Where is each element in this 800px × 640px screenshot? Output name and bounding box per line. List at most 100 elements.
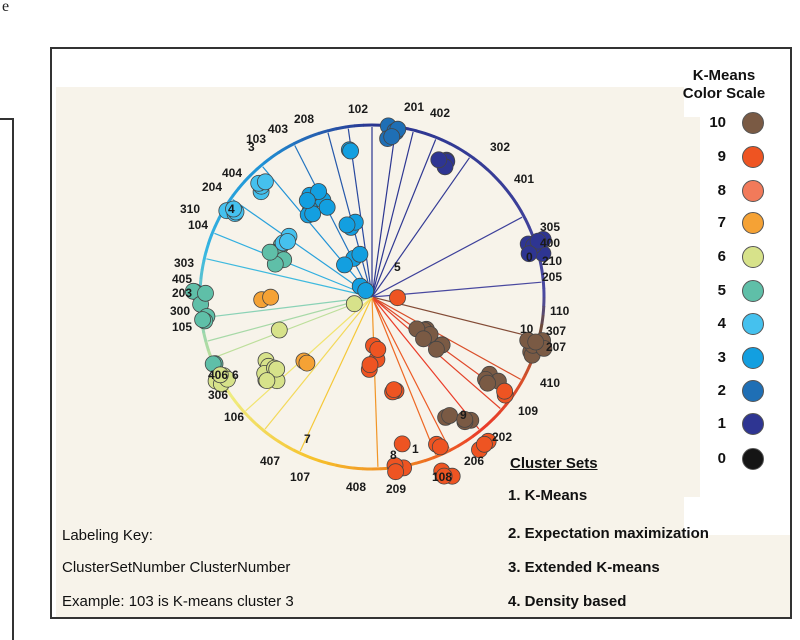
circle-rim-segment (480, 163, 487, 169)
cluster-label: 204 (202, 180, 222, 194)
circle-rim-segment (516, 203, 521, 211)
cluster-label: 407 (260, 454, 280, 468)
cluster-label: 403 (268, 122, 288, 136)
cluster-spoke (372, 297, 449, 449)
cluster-node (390, 290, 406, 306)
cluster-node (352, 246, 368, 262)
circle-rim-segment (211, 227, 215, 236)
cluster-node (257, 174, 273, 190)
circle-rim-segment (204, 332, 206, 341)
color-scale-swatch (742, 413, 764, 435)
cluster-label: 203 (172, 286, 192, 300)
cluster-label: 104 (188, 218, 208, 232)
circle-rim-segment (493, 412, 500, 419)
cluster-node (416, 331, 432, 347)
cluster-label: 110 (550, 304, 570, 318)
circle-rim-segment (521, 211, 526, 219)
cluster-label: 10 (520, 322, 534, 336)
color-scale-entry: 7 (692, 211, 782, 235)
cluster-label: 202 (492, 430, 512, 444)
color-scale-entry: 9 (692, 145, 782, 169)
color-scale-value: 0 (692, 447, 726, 471)
cluster-node (384, 129, 400, 145)
cluster-node (476, 436, 492, 452)
circle-rim-segment (480, 425, 487, 431)
cluster-label: 406 (208, 368, 228, 382)
circle-rim-segment (286, 144, 294, 149)
circle-rim-segment (543, 306, 544, 316)
circle-rim-segment (264, 158, 272, 164)
circle-rim-segment (233, 188, 239, 196)
cluster-spoke (372, 297, 378, 467)
circle-rim-segment (499, 405, 505, 412)
cluster-node (528, 334, 544, 350)
circle-rim-segment (271, 152, 279, 157)
color-scale-entry: 6 (692, 245, 782, 269)
cluster-node (195, 312, 211, 328)
circle-rim-segment (286, 446, 294, 451)
cluster-node (337, 257, 353, 273)
cluster-node (271, 322, 287, 338)
circle-rim-segment (408, 129, 417, 131)
circle-rim-segment (500, 182, 506, 189)
cluster-label: 404 (222, 166, 242, 180)
circle-rim-segment (302, 136, 311, 140)
cluster-node (370, 341, 386, 357)
color-scale-value: 5 (692, 279, 726, 303)
circle-rim-segment (458, 148, 466, 153)
circle-rim-segment (525, 367, 529, 376)
cluster-label: 302 (490, 140, 510, 154)
circle-rim-segment (487, 419, 494, 426)
color-scale-title: K-Means Color Scale (664, 67, 784, 103)
circle-rim-segment (278, 148, 286, 153)
circle-rim-segment (353, 468, 363, 469)
circle-rim-segment (318, 460, 327, 463)
cluster-node (198, 285, 214, 301)
color-scale-value: 2 (692, 379, 726, 403)
circle-rim-segment (465, 436, 473, 441)
cluster-label: 102 (348, 102, 368, 116)
circle-rim-segment (250, 418, 257, 425)
cluster-set-item: 2. Expectation maximization (508, 525, 709, 542)
circle-rim-segment (417, 131, 426, 134)
circle-rim-segment (425, 133, 434, 136)
color-scale-entry: 10 (692, 111, 782, 135)
color-scale-swatch (742, 180, 764, 202)
circle-rim-segment (319, 131, 328, 134)
cluster-node (346, 296, 362, 312)
color-scale-value: 8 (692, 179, 726, 203)
cluster-set-item: 3. Extended K-means (508, 559, 660, 576)
cluster-set-item: 4. Density based (508, 593, 626, 610)
cluster-label: 105 (172, 320, 192, 334)
color-scale-swatch (742, 313, 764, 335)
circle-rim-segment (529, 227, 533, 236)
circle-rim-segment (310, 457, 319, 460)
circle-rim-segment (263, 430, 271, 436)
circle-rim-segment (227, 390, 232, 398)
color-scale-swatch (742, 212, 764, 234)
cluster-label: 405 (172, 272, 192, 286)
circle-rim-segment (201, 270, 202, 280)
circle-rim-segment (336, 465, 345, 467)
circle-rim-segment (257, 424, 264, 430)
circle-rim-segment (542, 315, 543, 325)
cluster-label: 6 (232, 368, 239, 382)
cluster-label: 106 (224, 410, 244, 424)
cluster-node (386, 382, 402, 398)
cluster-node (431, 152, 447, 168)
cluster-label: 3 (248, 140, 255, 154)
circle-rim-segment (458, 441, 466, 446)
cluster-label: 303 (174, 256, 194, 270)
color-scale-value: 9 (692, 145, 726, 169)
circle-rim-segment (521, 375, 526, 383)
circle-rim-segment (345, 467, 355, 468)
cluster-label: 408 (346, 480, 366, 494)
cluster-label: 306 (208, 388, 228, 402)
cluster-spoke (372, 139, 436, 297)
figure-panel-letter: e (2, 0, 9, 16)
circle-rim-segment (425, 458, 434, 461)
circle-rim-segment (328, 129, 337, 131)
color-scale-swatch (742, 280, 764, 302)
cluster-node (319, 199, 335, 215)
